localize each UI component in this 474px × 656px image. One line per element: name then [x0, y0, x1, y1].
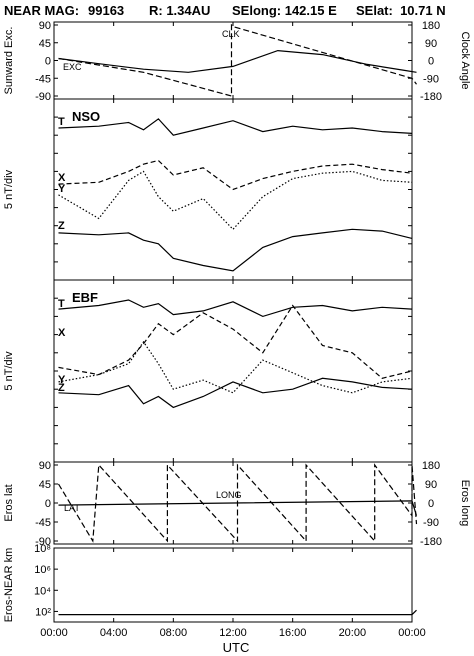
y-tick-label: -90	[35, 91, 51, 103]
y-right-tick-label: 180	[422, 20, 440, 32]
y-tick-label: -90	[35, 536, 51, 548]
y-tick-label: 45	[39, 38, 51, 50]
panel-title: EBF	[72, 290, 98, 305]
mission-label: NEAR MAG:	[4, 3, 80, 18]
y-right-tick-label: 180	[422, 460, 440, 472]
y-right-axis-label: Clock Angle	[459, 31, 471, 89]
y-right-tick-label: 90	[425, 38, 437, 50]
series-label-x: X	[58, 327, 66, 339]
series-distance-eros-near-km	[58, 609, 417, 616]
y-tick-label: 10²	[35, 606, 51, 618]
x-tick-label: 00:00	[40, 627, 68, 639]
y-tick-label: 45	[39, 479, 51, 491]
series-label-x: X	[58, 172, 66, 184]
series-label-z: Z	[58, 382, 65, 394]
series-z-nso	[58, 228, 413, 272]
y-tick-label: 0	[45, 56, 51, 68]
y-tick-label: 90	[39, 20, 51, 32]
panel-frame-ebf	[53, 279, 413, 463]
y-tick-label: 10⁴	[34, 585, 51, 597]
x-tick-label: 00:00	[398, 627, 426, 639]
y-right-tick-label: 90	[425, 479, 437, 491]
y-axis-label: Sunward Exc.	[3, 27, 15, 95]
x-axis-label: UTC	[223, 640, 250, 655]
y-right-tick-label: 0	[428, 498, 434, 510]
y-axis-label: Eros-NEAR km	[3, 548, 15, 623]
y-right-tick-label: -90	[423, 517, 439, 529]
series-t-ebf	[58, 299, 413, 318]
series-z-ebf	[58, 377, 413, 409]
y-tick-label: -45	[35, 517, 51, 529]
y-right-tick-label: -90	[423, 73, 439, 85]
series-label-z: Z	[58, 220, 65, 232]
y-right-tick-label: -180	[420, 536, 442, 548]
y-tick-label: 10⁸	[34, 543, 51, 555]
y-right-tick-label: -180	[420, 91, 442, 103]
series-x-nso	[58, 159, 413, 191]
panel-title: NSO	[72, 109, 100, 124]
day-of-year: 99163	[88, 3, 125, 18]
series-exc-exc-clock	[58, 49, 417, 73]
series-label-exc: EXC	[63, 62, 82, 72]
series-label-t: T	[58, 116, 65, 128]
y-tick-label: 10⁶	[34, 564, 51, 576]
series-y-nso	[58, 170, 413, 231]
x-tick-label: 08:00	[160, 627, 188, 639]
x-tick-label: 12:00	[219, 627, 247, 639]
y-tick-label: 0	[45, 498, 51, 510]
panel-frame-eros-near-km	[53, 547, 413, 623]
y-right-axis-label: Eros long	[459, 480, 471, 526]
se-latitude: SElat: 10.71 N	[356, 3, 446, 18]
series-label-y: Y	[58, 183, 66, 195]
series-label-long: LONG	[216, 490, 242, 500]
y-tick-label: 90	[39, 460, 51, 472]
series-label-y: Y	[58, 374, 66, 386]
y-axis-label: Eros lat	[3, 484, 15, 521]
x-tick-label: 04:00	[100, 627, 128, 639]
series-label-clk: CLK	[222, 29, 240, 39]
series-lat-eros-lat-long	[58, 500, 418, 516]
y-axis-label: 5 nT/div	[3, 169, 15, 209]
series-x-ebf	[58, 304, 413, 379]
series-long-eros-lat-long	[57, 463, 418, 543]
y-axis-label: 5 nT/div	[3, 351, 15, 391]
y-tick-label: -45	[35, 73, 51, 85]
series-label-t: T	[58, 298, 65, 310]
x-tick-label: 20:00	[339, 627, 367, 639]
series-y-ebf	[58, 340, 413, 394]
header-title: NEAR MAG: 99163 R: 1.34AU SElong: 142.15…	[0, 0, 474, 20]
series-clk-exc-clock	[58, 23, 417, 97]
x-tick-label: 16:00	[279, 627, 307, 639]
y-right-tick-label: 0	[428, 56, 434, 68]
series-label-lat: LAT	[64, 503, 80, 513]
se-longitude: SElong: 142.15 E	[232, 3, 337, 18]
series-t-nso	[58, 118, 413, 136]
solar-range: R: 1.34AU	[149, 3, 211, 18]
